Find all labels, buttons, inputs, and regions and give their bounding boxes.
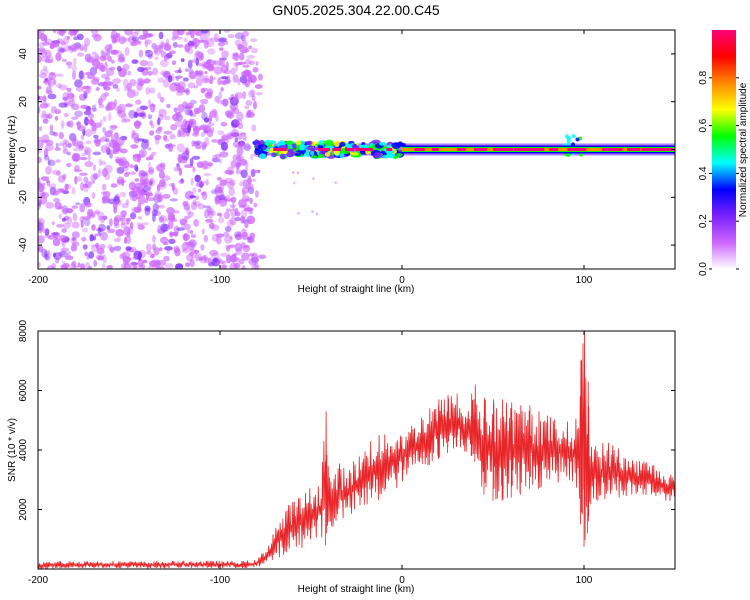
- spectrogram-xtick-label: 0: [399, 275, 405, 286]
- colorbar-ticks: 0.0 0.2 0.4 0.6 0.8: [698, 70, 739, 276]
- colorbar-label: Normalized spectral amplitude: [738, 82, 749, 217]
- snr-ytick-label: 2000: [18, 498, 29, 521]
- colorbar: 0.0 0.2 0.4 0.6 0.8 Normalized spectral ampl…: [698, 30, 749, 276]
- spectrogram-ytick-label: 20: [18, 96, 29, 108]
- spectrogram-xtick-label: -200: [28, 275, 48, 286]
- snr-xtick-label: -200: [28, 575, 48, 586]
- spectrogram-y-axis: -40 -20 0 20 40: [18, 48, 675, 252]
- snr-ylabel: SNR (10 * v/v): [7, 418, 18, 482]
- spectrogram-ytick-label: 0: [18, 146, 29, 152]
- signal-band: [252, 134, 675, 160]
- snr-panel: -200 -100 0 100 2000 4000 6000 8000 Height of …: [7, 319, 676, 595]
- snr-xtick-label: 0: [399, 575, 405, 586]
- spectrogram-xlabel: Height of straight line (km): [298, 284, 415, 295]
- colorbar-gradient: [712, 30, 736, 269]
- snr-ytick-label: 4000: [18, 438, 29, 461]
- snr-xlabel: Height of straight line (km): [298, 584, 415, 595]
- snr-ytick-label: 6000: [18, 379, 29, 402]
- spectrogram-xtick-label: 100: [576, 275, 593, 286]
- snr-y-axis: 2000 4000 6000 8000: [18, 319, 675, 521]
- colorbar-tick-label: 0.2: [698, 214, 709, 228]
- snr-series-line: [38, 331, 675, 569]
- snr-xtick-label: 100: [576, 575, 593, 586]
- figure-title: GN05.2025.304.22.00.C45: [272, 2, 440, 18]
- spectrogram-ytick-label: 40: [18, 48, 29, 60]
- colorbar-tick-label: 0.0: [698, 262, 709, 276]
- spectrogram-x-axis: -200 -100 0 100: [28, 30, 593, 286]
- spectrogram-ylabel: Frequency (Hz): [7, 116, 18, 185]
- colorbar-tick-label: 0.6: [698, 118, 709, 132]
- snr-x-axis: -200 -100 0 100: [28, 331, 593, 586]
- snr-ytick-label: 8000: [18, 319, 29, 342]
- snr-xtick-label: -100: [210, 575, 230, 586]
- spectrogram-ytick-label: -40: [18, 237, 29, 252]
- noise-blobs: [38, 30, 337, 269]
- spectrogram-xtick-label: -100: [210, 275, 230, 286]
- spectrogram-ytick-label: -20: [18, 190, 29, 205]
- snr-line-layer: [38, 331, 675, 569]
- colorbar-tick-label: 0.8: [698, 70, 709, 84]
- colorbar-tick-label: 0.4: [698, 166, 709, 180]
